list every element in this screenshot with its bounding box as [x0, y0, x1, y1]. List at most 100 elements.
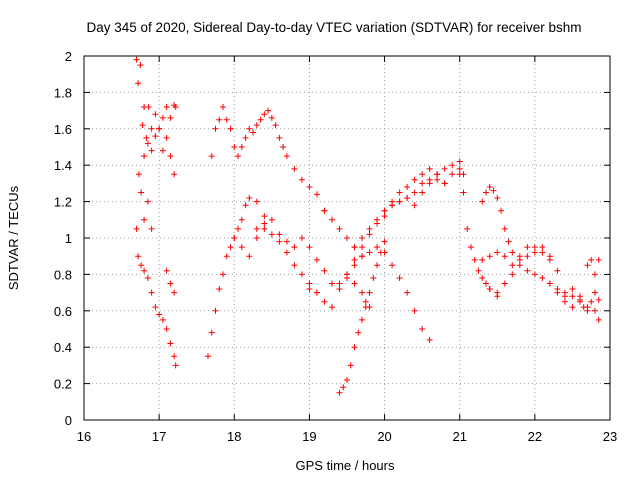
data-point — [396, 189, 403, 196]
data-point — [227, 125, 234, 132]
series-late — [546, 256, 602, 311]
data-point — [389, 202, 396, 209]
data-point — [272, 122, 279, 129]
data-point — [456, 165, 463, 172]
data-point — [479, 275, 486, 282]
data-point — [336, 225, 343, 232]
data-point — [366, 231, 373, 238]
data-point — [220, 103, 227, 110]
data-point — [133, 225, 140, 232]
data-point — [554, 289, 561, 296]
data-point — [135, 171, 142, 178]
data-point — [516, 262, 523, 269]
data-point — [355, 329, 362, 336]
data-point — [340, 384, 347, 391]
y-tick-label: 1.4 — [54, 158, 72, 173]
data-point — [374, 244, 381, 251]
data-point — [283, 238, 290, 245]
data-point — [298, 271, 305, 278]
data-point — [426, 165, 433, 172]
data-point — [580, 304, 587, 311]
data-point — [576, 293, 583, 300]
y-tick-label: 0.8 — [54, 267, 72, 282]
data-point — [426, 176, 433, 183]
data-point — [569, 285, 576, 292]
data-point — [235, 225, 242, 232]
data-point — [156, 125, 163, 132]
data-point — [291, 165, 298, 172]
data-point — [524, 244, 531, 251]
data-point — [588, 256, 595, 263]
data-point — [306, 184, 313, 191]
data-point — [524, 253, 531, 260]
data-point — [449, 162, 456, 169]
data-points — [133, 56, 602, 396]
data-point — [595, 296, 602, 303]
data-point — [298, 176, 305, 183]
data-point — [494, 249, 501, 256]
y-tick-label: 0.6 — [54, 304, 72, 319]
data-point — [261, 111, 268, 118]
data-point — [569, 304, 576, 311]
data-point — [479, 198, 486, 205]
data-point — [419, 180, 426, 187]
data-point — [501, 225, 508, 232]
data-point — [145, 103, 152, 110]
data-point — [227, 244, 234, 251]
data-point — [171, 353, 178, 360]
data-point — [167, 280, 174, 287]
data-point — [419, 189, 426, 196]
data-point — [223, 116, 230, 123]
data-point — [283, 249, 290, 256]
data-point — [441, 165, 448, 172]
data-point — [167, 114, 174, 121]
data-point — [133, 56, 140, 63]
data-point — [404, 289, 411, 296]
data-point — [396, 275, 403, 282]
data-point — [238, 216, 245, 223]
data-point — [328, 216, 335, 223]
x-tick-label: 19 — [302, 429, 316, 444]
data-point — [456, 158, 463, 165]
data-point — [584, 262, 591, 269]
data-point — [336, 280, 343, 287]
data-point — [231, 144, 238, 150]
series-low-rise — [336, 238, 388, 396]
data-point — [490, 187, 497, 194]
data-point — [347, 362, 354, 369]
series-early-top — [133, 56, 179, 141]
data-point — [156, 311, 163, 318]
data-point — [426, 336, 433, 343]
data-point — [381, 213, 388, 220]
series-late-2 — [561, 289, 602, 314]
data-point — [591, 271, 598, 278]
data-point — [486, 285, 493, 292]
grid-lines — [84, 56, 610, 420]
data-point — [460, 189, 467, 196]
data-point — [250, 129, 257, 136]
data-point — [152, 304, 159, 311]
data-point — [362, 304, 369, 311]
data-point — [148, 225, 155, 232]
data-point — [351, 344, 358, 351]
data-point — [276, 134, 283, 141]
data-point — [546, 280, 553, 287]
data-point — [389, 262, 396, 269]
x-tick-label: 17 — [152, 429, 166, 444]
data-point — [298, 235, 305, 241]
data-point — [434, 171, 441, 178]
data-point — [591, 289, 598, 296]
data-point — [404, 194, 411, 201]
x-tick-label: 23 — [603, 429, 617, 444]
data-point — [366, 289, 373, 296]
data-point — [456, 171, 463, 178]
data-point — [505, 238, 512, 245]
data-point — [576, 298, 583, 305]
data-point — [163, 103, 170, 110]
data-point — [509, 249, 516, 256]
data-point — [171, 171, 178, 178]
data-point — [261, 225, 268, 232]
y-tick-label: 0 — [65, 413, 72, 428]
x-tick-label: 21 — [452, 429, 466, 444]
